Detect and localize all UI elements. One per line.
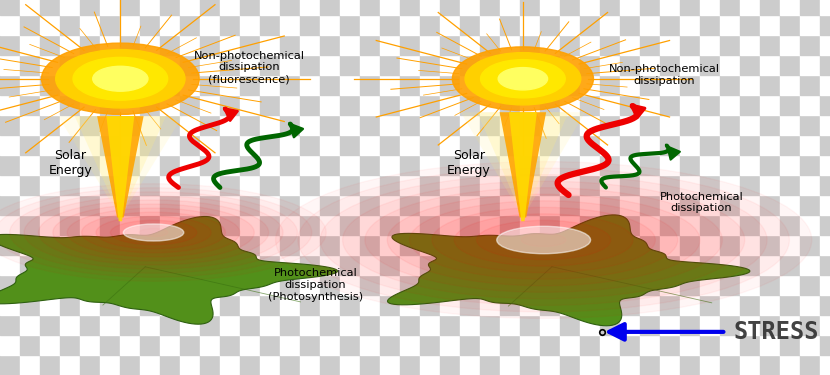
Ellipse shape <box>124 224 183 241</box>
Polygon shape <box>97 116 144 218</box>
Ellipse shape <box>139 228 168 237</box>
Ellipse shape <box>432 207 656 273</box>
Text: Solar
Energy: Solar Energy <box>447 149 491 177</box>
Ellipse shape <box>42 43 199 114</box>
Ellipse shape <box>56 50 185 108</box>
Polygon shape <box>75 116 166 218</box>
Polygon shape <box>0 216 338 324</box>
Ellipse shape <box>476 220 611 260</box>
Ellipse shape <box>481 60 565 98</box>
Text: Non-photochemical
dissipation
(fluorescence): Non-photochemical dissipation (fluoresce… <box>193 51 305 84</box>
Ellipse shape <box>454 214 633 266</box>
Polygon shape <box>58 116 183 218</box>
Ellipse shape <box>465 53 581 105</box>
Ellipse shape <box>410 201 678 279</box>
Polygon shape <box>461 112 585 218</box>
Ellipse shape <box>110 220 197 245</box>
Polygon shape <box>477 112 569 218</box>
Ellipse shape <box>81 212 226 253</box>
Text: Non-photochemical
dissipation: Non-photochemical dissipation <box>608 64 720 86</box>
Ellipse shape <box>496 226 591 254</box>
Polygon shape <box>388 215 750 326</box>
Ellipse shape <box>96 216 211 249</box>
Text: Solar
Energy: Solar Energy <box>49 149 92 177</box>
Text: Photochemical
dissipation
(Photosynthesis): Photochemical dissipation (Photosynthesi… <box>268 268 363 302</box>
Ellipse shape <box>73 57 168 100</box>
Ellipse shape <box>93 66 148 91</box>
Polygon shape <box>106 116 134 221</box>
Ellipse shape <box>67 208 240 257</box>
Ellipse shape <box>499 227 588 253</box>
Text: STRESS: STRESS <box>733 320 819 344</box>
Polygon shape <box>509 112 537 221</box>
Polygon shape <box>500 112 546 218</box>
Text: Photochemical
dissipation: Photochemical dissipation <box>660 192 743 213</box>
Ellipse shape <box>521 234 566 246</box>
Ellipse shape <box>498 68 548 90</box>
Ellipse shape <box>124 224 183 241</box>
Ellipse shape <box>452 47 593 111</box>
